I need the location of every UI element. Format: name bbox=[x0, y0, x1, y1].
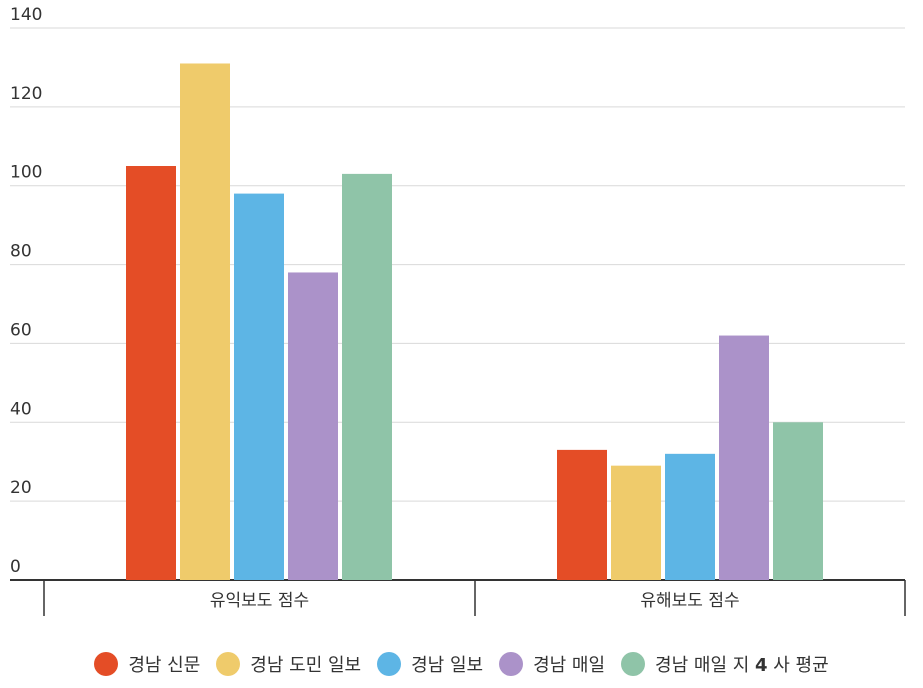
y-tick-label: 120 bbox=[10, 84, 42, 104]
legend-item: 경남 매일 지 4 사 평균 bbox=[621, 651, 829, 677]
x-category-label: 유해보도 점수 bbox=[640, 591, 739, 611]
legend-item: 경남 일보 bbox=[377, 651, 483, 677]
legend-label: 경남 매일 bbox=[533, 655, 606, 676]
bar bbox=[288, 272, 338, 580]
bar bbox=[665, 453, 715, 580]
legend-swatch-icon bbox=[377, 652, 402, 676]
legend-swatch-icon bbox=[94, 652, 119, 676]
bar bbox=[180, 63, 230, 580]
y-tick-label: 0 bbox=[10, 557, 21, 577]
x-category-label: 유익보도 점수 bbox=[210, 591, 309, 611]
bar bbox=[126, 166, 176, 580]
y-tick-label: 60 bbox=[10, 320, 32, 340]
bar bbox=[773, 422, 823, 580]
legend-label: 경남 매일 지 4 사 평균 bbox=[655, 655, 829, 676]
y-tick-label: 140 bbox=[10, 5, 42, 25]
legend-item: 경남 도민 일보 bbox=[216, 651, 361, 677]
legend-label: 경남 신문 bbox=[128, 655, 201, 676]
legend-item: 경남 신문 bbox=[94, 651, 200, 677]
legend-swatch-icon bbox=[499, 652, 524, 676]
y-tick-label: 80 bbox=[10, 242, 32, 262]
bar bbox=[342, 173, 392, 580]
y-tick-label: 20 bbox=[10, 478, 32, 498]
legend-label: 경남 일보 bbox=[411, 655, 484, 676]
chart-plot: 0 20 40 60 80 100 120 140 유익보도 점수 유해보도 점수 bbox=[10, 5, 906, 616]
bar bbox=[557, 449, 607, 580]
bar bbox=[611, 465, 661, 580]
y-tick-label: 40 bbox=[10, 399, 32, 419]
legend-swatch-icon bbox=[621, 652, 646, 676]
chart-legend: 경남 신문 경남 도민 일보 경남 일보 경남 매일 경남 매일 지 4 사 평균 bbox=[0, 646, 923, 682]
legend-label: 경남 도민 일보 bbox=[250, 655, 362, 676]
bar bbox=[234, 193, 284, 580]
legend-swatch-icon bbox=[216, 652, 241, 676]
bar bbox=[719, 335, 769, 580]
y-tick-label: 100 bbox=[10, 163, 42, 183]
legend-item: 경남 매일 bbox=[499, 651, 605, 677]
